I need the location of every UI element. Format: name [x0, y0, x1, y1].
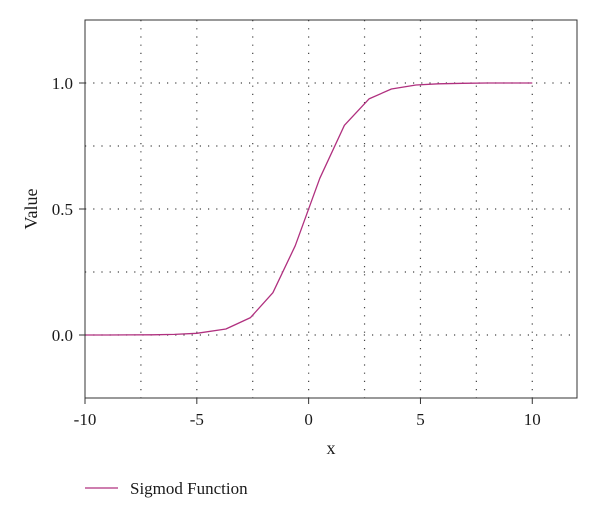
x-tick-label: 5 [416, 410, 425, 429]
sigmoid-series-line [85, 82, 533, 336]
x-tick-label: 0 [304, 410, 313, 429]
legend-label: Sigmod Function [130, 479, 248, 498]
y-axis-label: Value [21, 188, 41, 229]
x-tick-label: 10 [524, 410, 541, 429]
axis-ticks [79, 82, 533, 404]
series-layer [85, 82, 533, 336]
tick-labels: -10 -5 0 5 10 0.0 0.5 1.0 [52, 74, 541, 429]
y-tick-label: 0.5 [52, 200, 73, 219]
y-tick-label: 0.0 [52, 326, 73, 345]
legend: Sigmod Function [85, 479, 248, 498]
x-tick-label: -10 [74, 410, 97, 429]
y-tick-label: 1.0 [52, 74, 73, 93]
x-axis-label: x [327, 438, 336, 458]
x-tick-label: -5 [190, 410, 204, 429]
